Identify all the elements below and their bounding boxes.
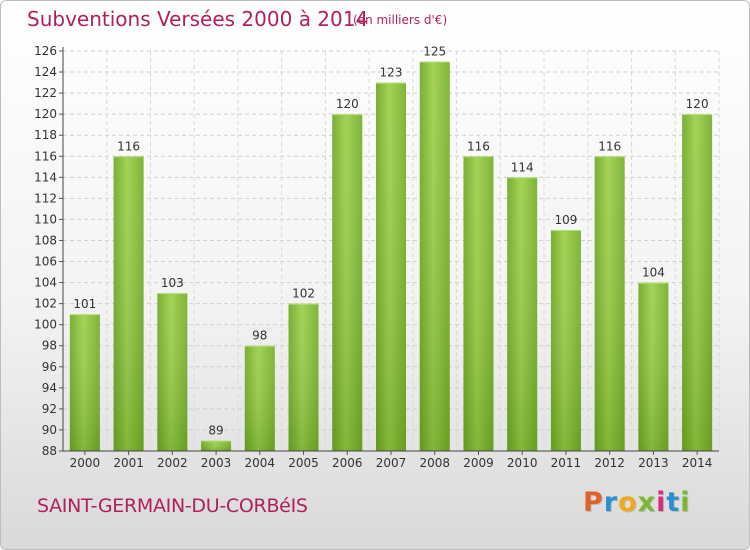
x-tick-label: 2001 [113,456,144,470]
bar-shade [244,345,275,451]
bar-shade [594,156,625,451]
logo-letter: t [666,487,681,518]
bar-value-label: 116 [117,139,140,153]
bar-value-label: 101 [73,297,96,311]
y-tick-label: 114 [34,170,57,184]
logo-letter: P [583,487,604,518]
y-tick-label: 102 [34,297,57,311]
bar-value-label: 125 [423,45,446,59]
bar-shade [113,156,144,451]
bar-shade [376,82,406,451]
x-tick-label: 2008 [419,456,450,470]
y-tick-label: 126 [34,44,57,58]
bar-shade [201,440,232,451]
bar-shade [288,303,319,451]
logo-letter: r [603,487,619,518]
y-tick-label: 124 [34,65,57,79]
bar-value-label: 116 [467,139,490,153]
bar-value-label: 104 [642,266,665,280]
x-tick-label: 2011 [551,456,582,470]
bar-value-label: 102 [292,287,315,301]
y-tick-label: 100 [34,318,57,332]
bar-value-label: 120 [686,97,709,111]
y-tick-label: 122 [34,86,57,100]
y-tick-label: 90 [42,423,57,437]
bar-shade [638,282,669,451]
y-tick-label: 88 [42,444,57,458]
y-tick-label: 120 [34,107,57,121]
x-tick-label: 2007 [376,456,407,470]
bar-value-label: 109 [554,213,577,227]
y-tick-label: 118 [34,128,57,142]
bar-value-label: 114 [511,160,534,174]
bar-value-label: 89 [208,423,223,437]
y-tick-label: 116 [34,149,57,163]
chart-subtitle: (en milliers d'€) [353,13,448,27]
x-tick-label: 2005 [288,456,319,470]
x-tick-label: 2012 [594,456,625,470]
proxiti-logo: Proxiti [583,487,691,518]
y-tick-label: 110 [34,212,57,226]
bar-shade [419,61,450,452]
bar-value-label: 120 [336,97,359,111]
x-tick-label: 2010 [507,456,538,470]
logo-letter: o [618,487,638,518]
bar-shade [463,156,494,451]
commune-name: SAINT-GERMAIN-DU-CORBéIS [37,495,308,517]
bar-shade [550,229,581,451]
y-tick-label: 92 [42,402,57,416]
bar-value-label: 116 [598,139,621,153]
logo-letter: i [680,487,691,518]
x-tick-label: 2014 [682,456,713,470]
y-tick-label: 94 [42,381,57,395]
y-tick-label: 108 [34,233,57,247]
bar-shade [682,114,713,451]
bar-shade [332,114,363,451]
bar-shade [69,314,100,451]
bar-value-label: 103 [161,276,184,290]
y-tick-label: 98 [42,339,57,353]
bar-shade [507,177,538,451]
bar-value-label: 123 [380,66,403,80]
x-tick-label: 2000 [70,456,101,470]
x-tick-label: 2013 [638,456,669,470]
x-tick-label: 2002 [157,456,188,470]
bar-value-label: 98 [252,329,267,343]
x-tick-label: 2003 [201,456,232,470]
logo-letter: x [637,487,657,518]
y-tick-label: 96 [42,360,57,374]
x-tick-label: 2006 [332,456,363,470]
bar-shade [157,293,188,451]
x-tick-label: 2004 [245,456,276,470]
y-tick-label: 106 [34,255,57,269]
x-tick-label: 2009 [463,456,494,470]
chart-title: Subventions Versées 2000 à 2014 [27,7,369,31]
y-tick-label: 112 [34,191,57,205]
y-tick-label: 104 [34,276,57,290]
logo-letter: i [656,487,667,518]
